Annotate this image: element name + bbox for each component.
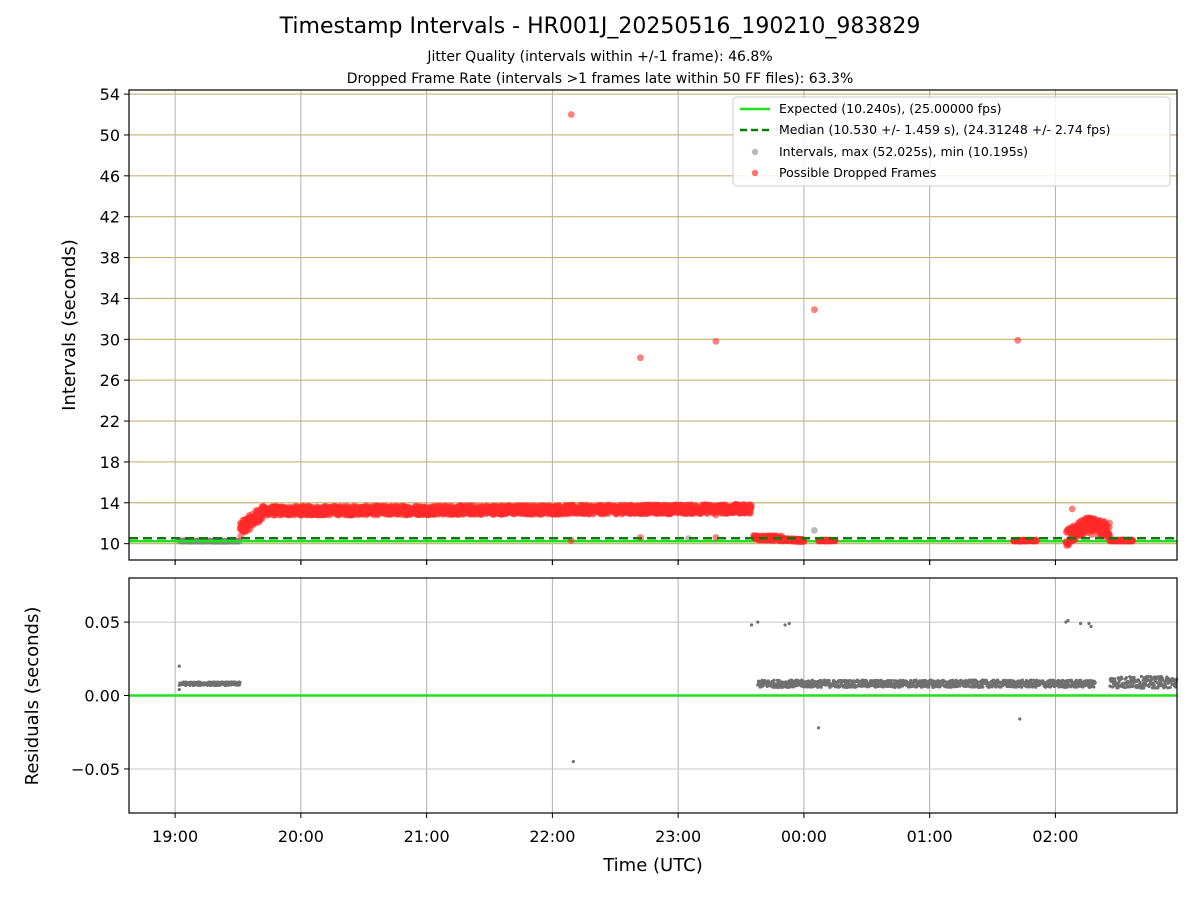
dropped-frame-point — [1106, 519, 1113, 527]
x-tick-label: 22:00 — [529, 827, 575, 846]
dropped-frame-point — [567, 111, 575, 118]
legend-intervals-swatch — [751, 148, 759, 156]
residual-point — [927, 685, 931, 689]
residual-point — [827, 678, 831, 683]
intervals-y-label: Intervals (seconds) — [59, 239, 80, 411]
dropped-frame-point — [637, 354, 644, 362]
residual-point — [749, 623, 754, 627]
residuals-y-tick-label: 0.00 — [84, 687, 120, 706]
intervals-y-tick-label: 22 — [100, 412, 120, 431]
residuals-y-tick-label: 0.05 — [84, 613, 120, 632]
residual-point — [1066, 618, 1070, 623]
residual-point — [924, 679, 929, 683]
intervals-y-tick-label: 38 — [100, 249, 120, 268]
residual-point — [783, 623, 787, 627]
residual-point — [772, 678, 776, 682]
dropped-frame-point — [712, 337, 720, 345]
intervals-data — [129, 111, 1177, 549]
intervals-y-tick-label: 26 — [100, 371, 120, 390]
residuals-data — [129, 618, 1179, 764]
residual-point — [981, 685, 985, 689]
dropped-frame-point — [810, 306, 818, 314]
x-tick-label: 19:00 — [152, 827, 198, 846]
intervals-y-tick-label: 14 — [100, 494, 120, 513]
residual-point — [238, 680, 242, 685]
legend-expected-label: Expected (10.240s), (25.00000 fps) — [779, 101, 1001, 116]
x-axis: 19:00 20:00 21:00 22:00 23:00 00:00 01:00 02:00 — [152, 560, 1078, 846]
residual-point — [1152, 683, 1156, 687]
residual-point — [787, 621, 791, 626]
intervals-y-tick-label: 46 — [100, 167, 120, 186]
residual-point — [177, 664, 181, 668]
residual-point — [1124, 676, 1128, 680]
residual-point — [1093, 681, 1097, 685]
residuals-y-tick-label: −0.05 — [71, 760, 120, 779]
residual-point — [914, 678, 918, 682]
legend-median-label: Median (10.530 +/- 1.459 s), (24.31248 +… — [779, 122, 1110, 137]
residuals-panel: 0.05 0.00 −0.05 19:00 20:00 21:00 22:00 23:00 0… — [22, 560, 1179, 876]
residual-point — [816, 726, 821, 730]
residuals-y-axis: 0.05 0.00 −0.05 — [71, 613, 129, 779]
intervals-y-tick-label: 34 — [100, 289, 120, 308]
intervals-y-tick-label: 18 — [100, 453, 120, 472]
legend-dropped-swatch — [751, 169, 759, 177]
residual-point — [1163, 682, 1167, 686]
x-tick-label: 01:00 — [907, 827, 953, 846]
chart-subtitle-dropped: Dropped Frame Rate (intervals >1 frames … — [346, 71, 854, 87]
residual-point — [1018, 717, 1022, 721]
x-tick-label: 00:00 — [781, 827, 827, 846]
dropped-frame-point — [712, 511, 720, 519]
residual-point — [571, 759, 575, 764]
residual-point — [1092, 685, 1096, 689]
residual-point — [1089, 624, 1093, 629]
intervals-y-tick-label: 50 — [100, 126, 120, 145]
legend-dropped-label: Possible Dropped Frames — [779, 165, 936, 180]
residual-point — [1078, 621, 1083, 626]
dropped-frame-point — [748, 501, 755, 509]
x-tick-label: 23:00 — [655, 827, 701, 846]
intervals-x-ticks — [174, 560, 1056, 565]
interval-point — [810, 526, 818, 534]
x-tick-label: 21:00 — [404, 827, 450, 846]
dropped-frame-point — [1014, 336, 1022, 344]
intervals-panel: 10 14 18 22 26 30 34 38 42 46 50 54 Intervals (seco… — [59, 85, 1178, 565]
residual-point — [1168, 685, 1172, 689]
intervals-y-tick-label: 10 — [100, 535, 120, 554]
chart-title: Timestamp Intervals - HR001J_20250516_19… — [279, 14, 921, 39]
x-tick-label: 02:00 — [1032, 827, 1078, 846]
intervals-y-tick-label: 42 — [100, 208, 120, 227]
legend: Expected (10.240s), (25.00000 fps) Media… — [732, 96, 1171, 187]
x-tick-label: 20:00 — [278, 827, 324, 846]
residual-point — [909, 678, 913, 683]
intervals-y-tick-label: 30 — [100, 330, 120, 349]
residuals-y-label: Residuals (seconds) — [22, 607, 43, 786]
x-axis-label: Time (UTC) — [602, 855, 703, 876]
residual-point — [177, 688, 181, 692]
chart-subtitle-jitter: Jitter Quality (intervals within +/-1 fr… — [427, 49, 773, 65]
dropped-frame-point — [1068, 505, 1076, 513]
residual-point — [756, 620, 760, 624]
dropped-frame-point — [1033, 537, 1040, 545]
intervals-y-tick-label: 54 — [100, 85, 120, 104]
intervals-y-axis: 10 14 18 22 26 30 34 38 42 46 50 54 — [100, 85, 129, 554]
residual-point — [1120, 676, 1124, 681]
residual-point — [1087, 621, 1091, 626]
legend-intervals-label: Intervals, max (52.025s), min (10.195s) — [779, 144, 1028, 159]
residual-point — [889, 678, 893, 683]
